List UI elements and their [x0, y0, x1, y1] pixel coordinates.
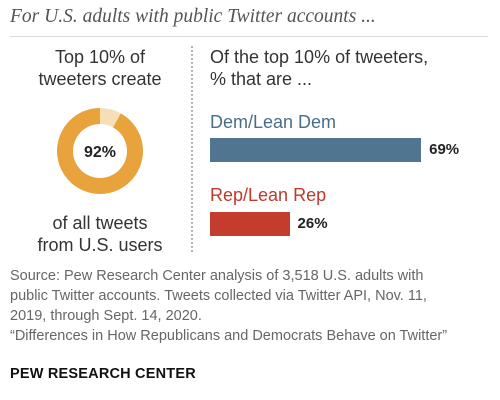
donut-center-label: 92% [84, 144, 116, 161]
panel-divider [191, 46, 193, 252]
source-line-2: public Twitter accounts. Tweets collecte… [10, 288, 427, 304]
donut-caption-bottom: of all tweets from U.S. users [12, 212, 188, 256]
org-name: PEW RESEARCH CENTER [10, 366, 196, 382]
bar-panel-header-line-1: Of the top 10% of tweeters, [210, 47, 429, 67]
donut-caption-top-line-1: Top 10% of [54, 47, 146, 67]
bar-value-rep: 26% [297, 215, 328, 232]
bar-label-rep: Rep/Lean Rep [210, 185, 327, 205]
donut-caption-top: Top 10% of tweeters create [12, 46, 188, 90]
bar-rep [210, 212, 290, 236]
source-line-1: Source: Pew Research Center analysis of … [10, 268, 424, 284]
bar-label-dem: Dem/Lean Dem [210, 112, 337, 132]
donut-caption-bottom-line-1: of all tweets [52, 213, 148, 233]
donut-segment-other [100, 108, 121, 128]
bar-value-dem: 69% [429, 141, 460, 158]
source-line-4: “Differences in How Republicans and Demo… [10, 328, 448, 344]
bar-panel-header-line-2: % that are ... [210, 69, 313, 89]
donut-chart: 92% [57, 108, 143, 194]
chart-title: For U.S. adults with public Twitter acco… [10, 6, 376, 27]
source-note: Source: Pew Research Center analysis of … [10, 266, 494, 346]
title-divider [10, 36, 488, 37]
bar-panel-header: Of the top 10% of tweeters, % that are .… [210, 46, 490, 90]
donut-caption-top-line-2: tweeters create [38, 69, 162, 89]
source-line-3: 2019, through Sept. 14, 2020. [10, 308, 202, 324]
donut-caption-bottom-line-2: from U.S. users [37, 235, 163, 255]
bar-dem [210, 138, 422, 162]
donut-segment-top-10 [57, 108, 143, 194]
